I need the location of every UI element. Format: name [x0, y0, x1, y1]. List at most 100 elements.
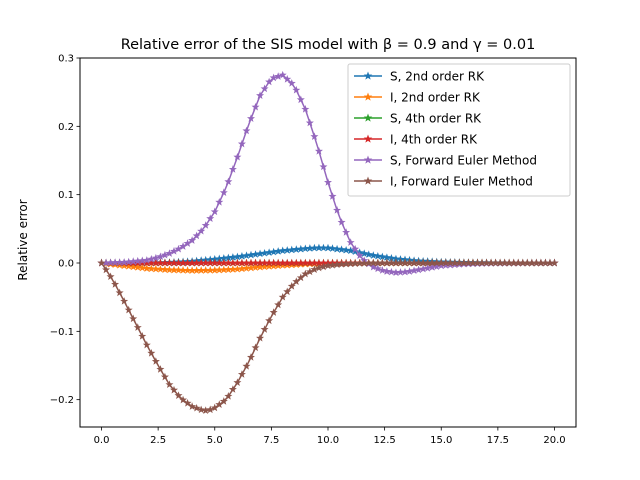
data-point	[197, 266, 206, 274]
data-point	[233, 264, 242, 273]
data-point	[120, 258, 129, 266]
data-point	[183, 266, 192, 274]
data-point	[414, 258, 423, 267]
data-point	[373, 264, 382, 273]
data-point	[111, 280, 120, 288]
data-point	[423, 258, 432, 267]
legend-entry: I, 2nd order RK	[354, 91, 481, 105]
data-point	[532, 258, 541, 267]
data-point	[156, 252, 165, 261]
series-line	[100, 262, 555, 412]
x-tick-label: 20.0	[543, 435, 565, 446]
data-point	[260, 84, 269, 93]
data-point	[129, 257, 138, 265]
data-point	[256, 262, 265, 271]
data-point	[124, 262, 133, 270]
data-point	[310, 265, 319, 273]
x-tick-label: 12.5	[373, 435, 395, 446]
data-point	[296, 273, 305, 282]
data-point	[473, 258, 482, 267]
data-point	[174, 391, 183, 399]
legend: S, 2nd order RK I, 2nd order RK S, 4th ord…	[347, 63, 571, 197]
data-point	[206, 258, 215, 267]
data-point	[305, 258, 314, 267]
data-point	[247, 114, 255, 122]
data-point	[333, 206, 342, 214]
data-point	[251, 102, 260, 111]
data-point	[360, 249, 369, 257]
data-point	[183, 239, 192, 247]
data-point	[142, 264, 151, 272]
data-point	[491, 258, 500, 267]
data-point	[351, 259, 360, 267]
data-point	[242, 258, 251, 267]
data-point	[337, 218, 346, 226]
data-point	[396, 268, 405, 276]
data-point	[369, 262, 378, 271]
data-point	[301, 244, 310, 253]
data-point	[287, 245, 296, 254]
data-point	[242, 126, 251, 135]
data-point	[269, 73, 278, 82]
data-point	[274, 261, 283, 270]
data-point	[464, 258, 473, 267]
data-point	[256, 249, 265, 258]
data-point	[174, 244, 183, 253]
data-point	[233, 252, 242, 261]
data-point	[156, 365, 165, 373]
data-point	[215, 265, 224, 274]
data-point	[441, 261, 450, 269]
data-point	[237, 258, 246, 267]
data-point	[224, 258, 233, 267]
data-point	[219, 258, 228, 267]
legend-label: S, 2nd order RK	[390, 70, 485, 84]
data-point	[278, 261, 287, 269]
data-point	[160, 258, 169, 267]
data-point	[242, 251, 251, 260]
legend-marker	[363, 113, 373, 122]
data-point	[296, 244, 305, 253]
data-point	[287, 258, 296, 267]
x-tick-label: 15.0	[430, 435, 452, 446]
data-point	[324, 178, 332, 186]
data-point	[260, 258, 269, 267]
data-point	[387, 254, 396, 262]
data-point	[324, 261, 332, 270]
legend-label: S, 4th order RK	[390, 112, 482, 126]
data-point	[228, 258, 237, 267]
data-point	[274, 300, 283, 309]
data-point	[179, 258, 188, 267]
data-point	[419, 258, 428, 267]
data-point	[192, 403, 201, 412]
data-point	[219, 188, 228, 197]
data-point	[142, 256, 151, 264]
data-point	[215, 197, 224, 206]
data-point	[192, 258, 201, 267]
legend-marker	[363, 155, 373, 164]
data-point	[269, 308, 278, 316]
data-point	[401, 267, 409, 276]
data-point	[428, 263, 437, 271]
data-point	[333, 244, 342, 253]
data-point	[509, 258, 518, 267]
data-point	[256, 333, 265, 342]
data-point	[151, 258, 160, 267]
data-point	[156, 265, 165, 273]
data-point	[170, 265, 178, 274]
data-point	[305, 118, 314, 127]
data-point	[206, 405, 215, 414]
data-point	[283, 246, 292, 254]
data-point	[206, 266, 215, 274]
data-point	[106, 258, 115, 267]
data-point	[432, 258, 441, 267]
data-point	[387, 258, 396, 267]
data-point	[500, 258, 509, 267]
legend-entry: I, Forward Euler Method	[354, 175, 533, 189]
data-point	[278, 258, 287, 267]
data-point	[138, 256, 147, 265]
data-point	[247, 250, 255, 259]
data-point	[237, 252, 246, 260]
data-point	[364, 258, 373, 267]
data-point	[459, 258, 468, 267]
data-point	[228, 385, 237, 393]
